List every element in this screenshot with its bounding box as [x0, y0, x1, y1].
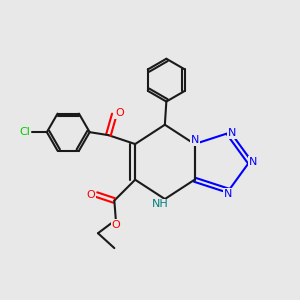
Text: O: O — [115, 108, 124, 118]
Text: O: O — [111, 220, 120, 230]
Text: O: O — [87, 190, 95, 200]
Text: NH: NH — [152, 200, 169, 209]
Text: N: N — [249, 157, 257, 167]
Text: N: N — [228, 128, 236, 138]
Text: Cl: Cl — [19, 127, 30, 137]
Text: N: N — [224, 189, 233, 199]
Text: N: N — [190, 136, 199, 146]
